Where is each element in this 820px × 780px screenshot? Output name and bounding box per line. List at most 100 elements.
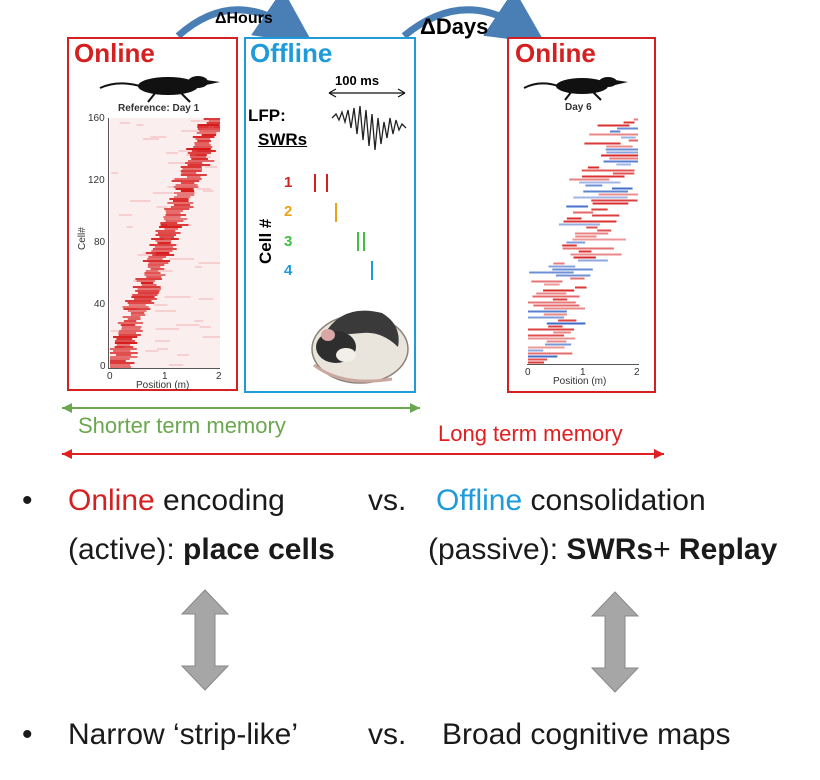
raster-left-field <box>123 320 137 322</box>
raster-left-field <box>186 148 211 150</box>
raster-right-field <box>566 205 588 208</box>
raster-right-field <box>528 358 548 361</box>
raster-right-field <box>611 187 633 190</box>
place-cells-word: place cells <box>183 533 335 566</box>
consolidation-word: consolidation <box>522 484 706 517</box>
raster-right-field <box>543 313 567 316</box>
raster-left-noise <box>143 252 157 254</box>
raster-left-field <box>116 344 131 346</box>
raster-left-field <box>127 302 155 304</box>
raster-left-noise <box>203 190 214 192</box>
raster-left-field <box>117 322 144 324</box>
raster-left-field <box>146 276 162 278</box>
raster-right-field <box>546 322 586 325</box>
raster-left-noise <box>136 124 144 126</box>
raster-left-noise <box>198 262 220 264</box>
raster-left-field <box>208 120 220 122</box>
lfp-label: LFP: <box>248 106 286 125</box>
raster-right-field <box>621 136 636 139</box>
raster-left-field <box>142 260 171 262</box>
position-xlabel-right: Position (m) <box>553 376 607 387</box>
raster-left-field <box>148 256 167 258</box>
passive-word: (passive): <box>428 533 567 566</box>
raster-left-noise <box>155 270 173 272</box>
raster-left-noise <box>168 258 195 260</box>
long-term-memory-label: Long term memory <box>438 421 623 446</box>
raster-left-field <box>169 198 189 200</box>
raster-right-field <box>574 286 587 289</box>
raster-right-field <box>592 214 620 217</box>
raster-right-field <box>603 160 638 163</box>
active-word: (active): <box>68 533 184 566</box>
raster-left-field <box>195 138 211 140</box>
raster-left-noise <box>164 296 191 298</box>
raster-left-noise <box>150 136 167 138</box>
delta-hours-label: ΔHours <box>215 10 273 27</box>
swrs-word: SWRs <box>566 533 654 566</box>
raster-left-noise <box>202 336 220 338</box>
raster-right-field <box>528 361 545 364</box>
raster-left-field <box>132 294 158 296</box>
raster-right-field <box>606 145 633 148</box>
raster-right-field <box>543 289 575 292</box>
raster-right-field <box>606 151 638 154</box>
raster-left-field <box>157 242 171 244</box>
raster-left-noise <box>176 324 200 326</box>
raster-right-field <box>575 235 597 238</box>
raster-right-field <box>570 277 585 280</box>
raster-right-field <box>582 175 625 178</box>
raster-left-field <box>113 336 138 338</box>
raster-right-field <box>589 133 638 136</box>
raster-left-field <box>170 206 194 208</box>
left-double-arrow <box>180 589 230 691</box>
xtick-right-2: 2 <box>634 367 640 378</box>
raster-right-field <box>532 295 580 298</box>
raster-left-field <box>155 240 172 242</box>
raster-left-noise <box>157 348 168 350</box>
raster-right-field <box>562 244 577 247</box>
right-double-arrow <box>590 591 640 693</box>
raster-right-field <box>573 196 628 199</box>
raster-left-noise <box>164 238 172 240</box>
raster-left-field <box>159 226 182 228</box>
raster-right-field <box>529 271 574 274</box>
offline-title: Offline <box>250 38 333 68</box>
raster-left-noise <box>155 340 170 342</box>
raster-right-field <box>586 226 598 229</box>
raster-left-field <box>201 134 217 136</box>
raster-left-field <box>144 274 166 276</box>
raster-left-field <box>180 174 207 176</box>
raster-left-field <box>137 292 159 294</box>
raster-right-field <box>528 337 576 340</box>
cell-4-label: 4 <box>284 262 293 279</box>
swrs-label: SWRs <box>258 130 308 149</box>
raster-left-field <box>127 318 141 320</box>
raster-left-field <box>182 168 203 170</box>
raster-right-field <box>533 304 580 307</box>
raster-left-field <box>158 232 181 234</box>
raster-right-field <box>570 253 622 256</box>
raster-left-field <box>113 350 131 352</box>
raster-left-field <box>114 340 135 342</box>
raster-right-field <box>566 241 586 244</box>
raster-left-field <box>137 288 162 290</box>
ytick-120: 120 <box>88 175 105 186</box>
raster-left-noise <box>156 206 168 208</box>
raster-left-field <box>189 154 207 156</box>
raster-left-field <box>114 342 138 344</box>
raster-left-noise <box>207 126 215 128</box>
narrow-strip-like: Narrow ‘strip-like’ <box>68 718 299 751</box>
raster-left-field <box>147 266 161 268</box>
raster-left-field <box>132 286 161 288</box>
raster-left-field <box>164 228 178 230</box>
raster-right-field <box>591 208 608 211</box>
raster-right-field <box>552 268 593 271</box>
raster-left-noise <box>173 178 188 180</box>
raster-left-field <box>185 162 203 164</box>
raster-right-field <box>528 328 575 331</box>
cell-number-axis-label: Cell # <box>256 218 275 264</box>
days-curved-arrow <box>401 0 546 44</box>
raster-left-field <box>155 230 176 232</box>
xtick-left-1: 1 <box>162 371 168 382</box>
raster-left-noise <box>130 200 151 202</box>
